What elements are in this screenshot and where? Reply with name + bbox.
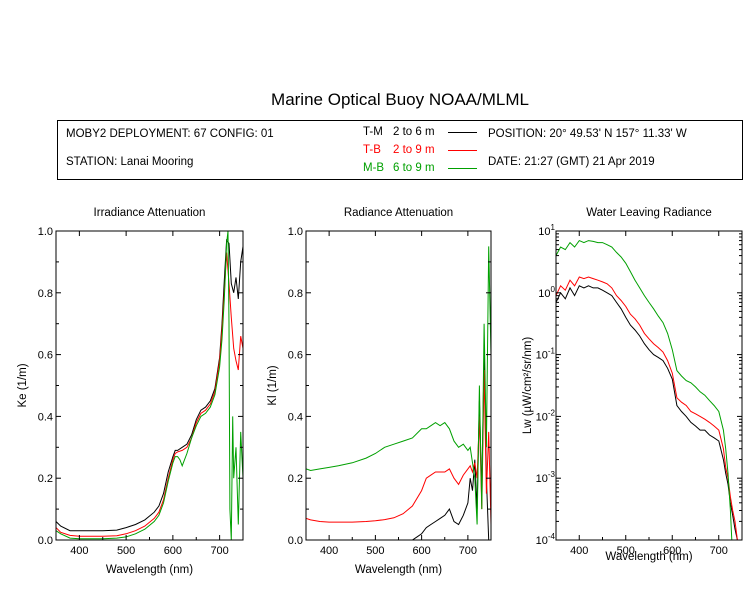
x-tick-label: 500 bbox=[366, 545, 384, 557]
legend-range: 2 to 6 m bbox=[393, 126, 435, 138]
x-axis-label: Wavelength (nm) bbox=[355, 564, 442, 576]
legend-line-t-m bbox=[448, 132, 477, 133]
x-tick-label: 400 bbox=[570, 545, 588, 557]
y-tick-label: 0.0 bbox=[288, 535, 303, 547]
x-tick-label: 600 bbox=[164, 545, 182, 557]
series-line-m-b bbox=[56, 231, 243, 540]
legend-line-m-b bbox=[448, 168, 477, 169]
legend-code: T-B bbox=[363, 144, 381, 156]
deployment-text: MOBY2 DEPLOYMENT: 67 CONFIG: 01 bbox=[66, 128, 274, 140]
y-tick-label: 10-1 bbox=[536, 347, 556, 362]
y-tick-label: 0.4 bbox=[38, 411, 53, 423]
legend-line-t-b bbox=[448, 150, 477, 151]
x-tick-label: 500 bbox=[117, 545, 135, 557]
legend-range: 6 to 9 m bbox=[393, 162, 435, 174]
series-line-t-b bbox=[306, 369, 491, 525]
page-title: Marine Optical Buoy NOAA/MLML bbox=[271, 90, 529, 109]
y-tick-label: 10-2 bbox=[536, 408, 556, 423]
x-tick-label: 700 bbox=[710, 545, 728, 557]
series-line-t-m bbox=[56, 238, 243, 532]
series-group bbox=[56, 231, 243, 540]
plot-frame bbox=[555, 230, 743, 541]
chart-panel-1: Irradiance Attenuation 400 500 600 700 0.0 0.2… bbox=[17, 207, 244, 576]
chart-panel-3: Water Leaving Radiance 400 500 600 700 10-4 10… bbox=[522, 207, 743, 563]
y-axis-label: Ke (1/m) bbox=[17, 363, 29, 407]
chart-title: Irradiance Attenuation bbox=[94, 207, 206, 219]
y-tick-label: 0.8 bbox=[288, 288, 303, 300]
chart-title: Radiance Attenuation bbox=[344, 207, 453, 219]
y-tick-label: 100 bbox=[538, 285, 555, 300]
x-tick-label: 600 bbox=[663, 545, 681, 557]
info-box: MOBY2 DEPLOYMENT: 67 CONFIG: 01 STATION:… bbox=[57, 120, 743, 180]
x-tick-label: 400 bbox=[70, 545, 88, 557]
x-tick-label: 700 bbox=[459, 545, 477, 557]
legend-item-m-b: M-B 6 to 9 m bbox=[363, 162, 435, 174]
y-axis-label: Kl (1/m) bbox=[267, 365, 279, 405]
legend-item-t-b: T-B 2 to 9 m bbox=[363, 144, 435, 156]
x-axis-label: Wavelength (nm) bbox=[106, 564, 193, 576]
date-text: DATE: 21:27 (GMT) 21 Apr 2019 bbox=[488, 156, 655, 168]
series-line-t-m bbox=[556, 285, 738, 540]
legend-item-t-m: T-M 2 to 6 m bbox=[363, 126, 435, 138]
y-tick-label: 0.6 bbox=[288, 350, 303, 362]
plot-frame bbox=[305, 230, 492, 541]
y-tick-label: 0.2 bbox=[288, 473, 303, 485]
x-tick-label: 600 bbox=[412, 545, 430, 557]
y-tick-label: 10-3 bbox=[536, 470, 556, 485]
series-line-m-b bbox=[306, 246, 491, 525]
y-axis-label: Lw (µW/cm²/sr/nm) bbox=[522, 337, 534, 435]
legend-code: M-B bbox=[363, 162, 385, 174]
position-text: POSITION: 20° 49.53' N 157° 11.33' W bbox=[488, 128, 687, 140]
y-tick-label: 10-4 bbox=[536, 532, 556, 547]
x-tick-label: 400 bbox=[320, 545, 338, 557]
y-tick-label: 1.0 bbox=[288, 226, 303, 238]
chart-panel-2: Radiance Attenuation 400 500 600 700 0.0 0.2 0.… bbox=[267, 207, 492, 576]
y-tick-label: 0.4 bbox=[288, 411, 303, 423]
y-tick-label: 1.0 bbox=[38, 226, 53, 238]
chart-title: Water Leaving Radiance bbox=[586, 207, 712, 219]
series-group bbox=[306, 246, 491, 540]
y-tick-label: 0.8 bbox=[38, 288, 53, 300]
legend-code: T-M bbox=[363, 126, 383, 138]
x-axis-label: Wavelength (nm) bbox=[605, 551, 692, 563]
y-tick-label: 0.6 bbox=[38, 350, 53, 362]
y-tick-label: 0.2 bbox=[38, 473, 53, 485]
y-tick-label: 0.0 bbox=[38, 535, 53, 547]
station-text: STATION: Lanai Mooring bbox=[66, 156, 194, 168]
y-tick-label: 101 bbox=[538, 223, 555, 238]
legend-range: 2 to 9 m bbox=[393, 144, 435, 156]
series-line-m-b bbox=[556, 239, 733, 540]
x-tick-label: 500 bbox=[617, 545, 635, 557]
x-tick-label: 700 bbox=[210, 545, 228, 557]
series-group bbox=[556, 239, 738, 540]
series-line-t-b bbox=[56, 252, 243, 537]
series-line-t-b bbox=[556, 276, 738, 540]
